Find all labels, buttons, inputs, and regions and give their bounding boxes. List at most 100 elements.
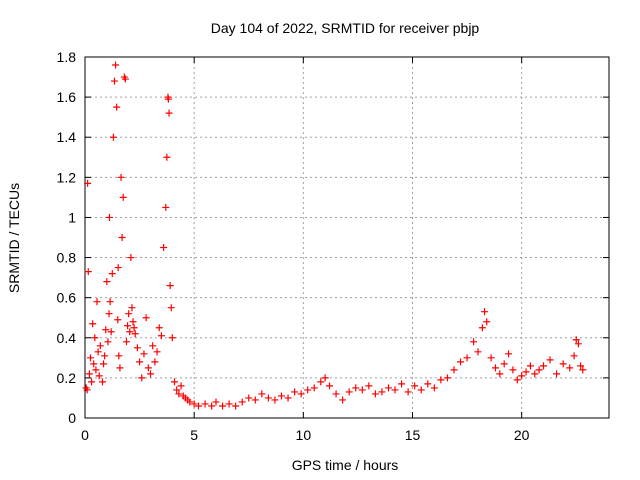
data-point — [574, 340, 582, 348]
y-tick-label: 1.6 — [57, 89, 77, 105]
data-point — [149, 342, 157, 350]
data-point — [572, 336, 580, 344]
tick-layer: 0 0.2 0.4 0.6 0.8 1 1.2 1.4 1.6 1.8 0 5 10 15 20 — [57, 49, 609, 443]
data-point — [98, 378, 106, 386]
x-tick-label: 20 — [514, 427, 530, 443]
data-point — [487, 354, 495, 362]
data-point — [417, 386, 425, 394]
data-point — [124, 322, 132, 330]
data-point — [105, 310, 113, 318]
data-point — [160, 244, 168, 252]
data-point — [404, 388, 412, 396]
data-point — [110, 77, 118, 85]
data-point — [566, 364, 574, 372]
data-point — [391, 386, 399, 394]
data-point — [89, 320, 97, 328]
data-point — [518, 372, 526, 380]
data-point — [129, 318, 137, 326]
data-point — [175, 390, 183, 398]
data-point — [91, 334, 99, 342]
data-point — [245, 394, 253, 402]
data-point — [195, 402, 203, 410]
data-point — [101, 352, 109, 360]
data-point — [553, 370, 561, 378]
data-point — [147, 370, 154, 378]
data-point — [284, 394, 292, 402]
y-tick-label: 0.4 — [57, 330, 77, 346]
y-tick-label: 1.2 — [57, 169, 77, 185]
data-point — [167, 304, 175, 312]
data-point — [474, 348, 482, 356]
data-point — [102, 326, 110, 334]
plot-frame — [84, 56, 610, 419]
data-point — [92, 366, 100, 374]
y-tick-label: 0.6 — [57, 290, 77, 306]
data-point — [463, 354, 471, 362]
data-point — [94, 348, 102, 356]
data-point — [93, 298, 101, 306]
data-point — [443, 374, 451, 382]
data-point — [190, 400, 198, 408]
data-point — [116, 364, 124, 372]
data-point — [144, 364, 152, 372]
data-point — [540, 362, 547, 370]
data-point — [522, 368, 530, 376]
x-axis-label: GPS time / hours — [292, 457, 399, 473]
y-tick-label: 0.2 — [57, 370, 77, 386]
data-point — [138, 374, 146, 382]
data-point — [271, 396, 279, 404]
data-point — [86, 354, 94, 362]
y-axis-label: SRMTID / TECUs — [6, 183, 22, 293]
data-point — [95, 372, 103, 380]
data-point — [166, 282, 174, 290]
data-point — [450, 366, 458, 374]
data-point — [177, 382, 185, 390]
data-point — [535, 366, 543, 374]
data-point — [114, 316, 122, 324]
data-point — [457, 358, 465, 366]
data-point — [358, 386, 366, 394]
data-point — [118, 234, 126, 241]
data-point — [140, 350, 148, 358]
chart-title: Day 104 of 2022, SRMTID for receiver pbj… — [211, 20, 480, 36]
data-point — [509, 366, 517, 374]
data-point — [212, 398, 220, 406]
data-point — [131, 330, 139, 338]
data-point — [219, 402, 227, 410]
data-point — [168, 334, 176, 342]
data-point — [83, 386, 91, 394]
data-point — [115, 352, 123, 360]
data-point — [365, 382, 373, 390]
data-point — [186, 398, 194, 406]
points-layer — [82, 61, 587, 410]
data-point — [108, 270, 116, 278]
data-point — [481, 308, 489, 316]
data-point — [321, 374, 329, 382]
data-point — [339, 396, 347, 404]
data-point — [122, 338, 130, 346]
data-point — [251, 396, 259, 404]
data-point — [90, 360, 98, 368]
data-point — [513, 376, 521, 384]
data-point — [570, 352, 578, 360]
data-point — [326, 382, 334, 390]
data-point — [483, 318, 491, 326]
data-point — [398, 380, 406, 388]
data-point — [103, 278, 111, 286]
data-point — [88, 378, 96, 386]
data-point — [317, 378, 325, 386]
data-point — [157, 332, 165, 340]
data-point — [121, 75, 129, 83]
data-point — [208, 402, 216, 410]
data-point — [352, 384, 360, 392]
data-point — [165, 109, 173, 117]
data-point — [384, 384, 392, 392]
data-point — [264, 394, 272, 402]
data-point — [378, 388, 386, 396]
y-tick-label: 1.8 — [57, 49, 77, 65]
x-tick-label: 0 — [81, 427, 89, 443]
data-point — [579, 366, 587, 374]
data-point — [117, 173, 125, 181]
data-point — [310, 384, 318, 392]
